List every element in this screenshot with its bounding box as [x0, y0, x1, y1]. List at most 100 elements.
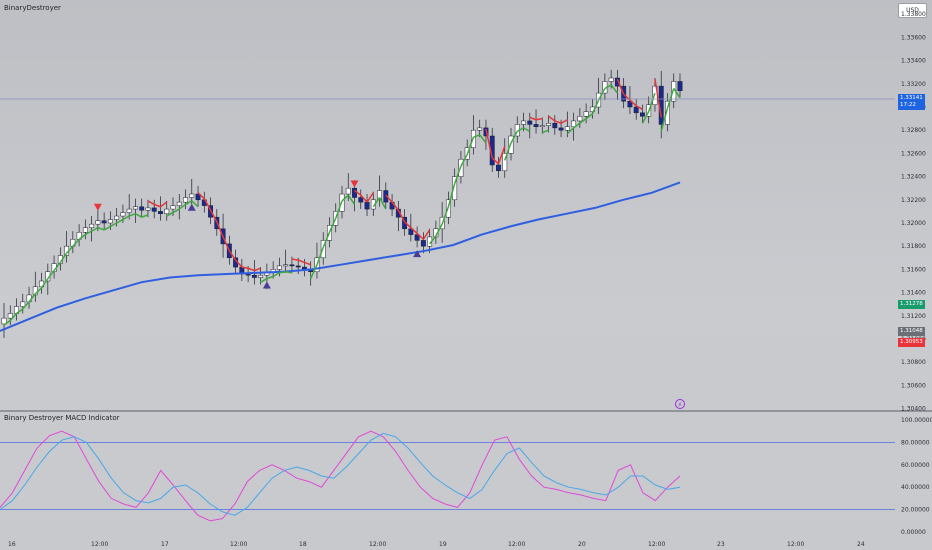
trailing-stop-segment: [128, 213, 136, 217]
trailing-stop-segment: [91, 226, 99, 232]
trailing-stop-segment: [647, 92, 656, 112]
time-tick-label: 16: [8, 541, 16, 548]
trailing-stop-segment: [404, 221, 412, 229]
trailing-stop-segment: [279, 270, 286, 274]
trailing-stop-segment: [178, 203, 186, 210]
trailing-stop-segment: [28, 293, 36, 303]
lightning-icon[interactable]: ⚡: [675, 399, 685, 409]
candle: [158, 211, 163, 214]
time-axis: 16 12:00 17 12:00 18 12:00 19 12:00 20 12:00 23 12:…: [8, 541, 865, 548]
candle: [139, 206, 145, 211]
trailing-stop-segment: [47, 270, 55, 280]
trailing-stop-segment: [85, 230, 92, 236]
candle: [251, 274, 257, 278]
candle: [420, 240, 426, 247]
candle: [7, 313, 13, 319]
time-tick-label: 20: [578, 541, 586, 548]
trailing-stop-segment: [191, 200, 199, 208]
trailing-stop-segment: [542, 129, 549, 134]
macd-tick-label: 20.00000: [901, 507, 930, 514]
sell-signal-marker: [93, 203, 102, 211]
macd-slow-line: [0, 432, 681, 516]
price-tick-label: 1.32800: [901, 127, 926, 134]
trailing-stop-segment: [354, 189, 362, 196]
candle: [95, 220, 101, 225]
time-tick-label: 18: [299, 541, 307, 548]
price-tick-label: 1.32200: [901, 197, 926, 204]
trailing-stop-segment: [560, 119, 568, 124]
candle: [107, 219, 113, 224]
trailing-stop-segment: [385, 194, 393, 203]
symbol-title: BinaryDestroyer: [4, 4, 61, 12]
trailing-stop-segment: [197, 192, 205, 200]
macd-tick-label: 80.00000: [901, 439, 930, 446]
trailing-stop-segment: [235, 259, 243, 268]
trailing-stop-segment: [153, 203, 161, 208]
trailing-stop-segment: [291, 258, 299, 261]
red-price-tag: 1.30953: [898, 338, 925, 347]
trailing-stop-segment: [535, 117, 543, 121]
trailing-stop-segment: [53, 261, 61, 272]
trailing-stop-segment: [666, 88, 675, 109]
candle: [539, 125, 545, 127]
candle: [151, 207, 157, 212]
time-tick-label: 12:00: [648, 541, 665, 548]
candle: [377, 190, 382, 201]
trailing-stop-segment: [466, 136, 475, 155]
macd-tick-label: 100.00000: [901, 417, 932, 424]
candles: [1, 69, 683, 338]
green-price-tag: 1.31278: [898, 300, 925, 309]
candle: [533, 124, 539, 127]
price-tick-label: 1.31200: [901, 313, 926, 320]
trailing-stop-segment: [510, 131, 518, 144]
candle: [477, 127, 483, 131]
current-price-tag: 1.33141 17:22: [898, 94, 925, 110]
candle: [101, 220, 107, 224]
trailing-stop-segment: [360, 194, 368, 203]
trailing-stop-segment: [72, 238, 80, 247]
trailing-stop-segment: [203, 198, 212, 211]
time-tick-label: 12:00: [787, 541, 804, 548]
trailing-stop-segment: [97, 226, 105, 231]
candle: [176, 201, 182, 206]
trailing-stop-segment: [9, 312, 18, 321]
current-price: 1.33141: [900, 95, 923, 101]
trailing-stop-segment: [304, 261, 311, 266]
trailing-stop-segment: [504, 142, 512, 161]
trailing-stop-segment: [610, 84, 619, 94]
trailing-stop-segment: [172, 208, 180, 214]
trailing-stop-segment: [16, 308, 24, 315]
trailing-stop-segment: [372, 197, 381, 208]
candle-countdown: 17:22: [900, 102, 916, 108]
price-tick-label: 1.32000: [901, 220, 926, 227]
trailing-stop-segment: [366, 192, 374, 203]
trailing-stop-segment: [378, 197, 387, 210]
trailing-stop-segment: [479, 134, 487, 144]
candle: [364, 201, 370, 210]
trailing-stop-segment: [629, 99, 637, 107]
candle: [133, 206, 138, 210]
trailing-stop-segment: [548, 115, 556, 122]
trailing-stop-segment: [397, 209, 406, 223]
trailing-stop-segment: [635, 105, 643, 110]
trailing-stop-segment: [335, 200, 343, 219]
trailing-stop-segment: [585, 113, 593, 120]
trailing-stop-segment: [59, 252, 68, 263]
trailing-stop-segment: [347, 194, 356, 205]
currency-button[interactable]: USD: [898, 3, 927, 18]
trailing-stop-segment: [322, 231, 331, 248]
candle: [552, 122, 558, 129]
trailing-stop-segment: [416, 232, 424, 240]
ma-long-line: [0, 181, 681, 332]
price-tick-label: 1.32600: [901, 150, 926, 157]
trailing-stop-segment: [297, 259, 305, 264]
trailing-stop-segment: [654, 79, 662, 118]
time-tick-label: 12:00: [369, 541, 386, 548]
candle: [521, 120, 526, 125]
trailing-stop-segment: [3, 319, 11, 326]
candle: [189, 193, 195, 198]
trailing-stop-segment: [141, 214, 149, 218]
trailing-stop-segment: [135, 213, 143, 218]
